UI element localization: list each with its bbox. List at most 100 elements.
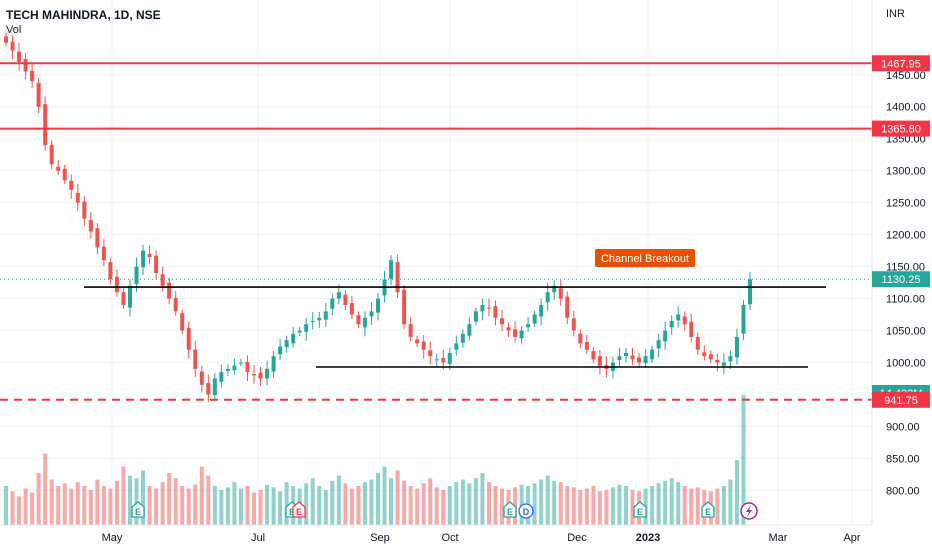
price-tag-label: 941.75 bbox=[884, 395, 918, 407]
candle-body bbox=[343, 294, 348, 305]
horizontal-levels[interactable] bbox=[0, 62, 872, 401]
volume-bar bbox=[630, 489, 635, 525]
earnings-badge bbox=[503, 501, 517, 518]
volume-bar bbox=[30, 492, 35, 525]
candle-body bbox=[173, 297, 178, 312]
price-axis[interactable]: 1450.00 1400.00 1350.00 1300.00 1250.00 1200.… bbox=[871, 0, 926, 525]
volume-bar bbox=[428, 478, 433, 525]
candle-body bbox=[62, 168, 67, 181]
candle-body bbox=[362, 317, 367, 328]
y-tick-label: 1250.00 bbox=[886, 198, 926, 210]
y-tick-label: 1300.00 bbox=[886, 166, 926, 178]
volume-bar bbox=[656, 483, 661, 525]
candle-body bbox=[637, 357, 642, 363]
candle-body bbox=[69, 180, 74, 190]
volume-bar bbox=[265, 484, 270, 525]
candle-body bbox=[278, 346, 283, 355]
candle-body bbox=[617, 356, 622, 360]
candle-body bbox=[88, 219, 93, 232]
volume-bar bbox=[402, 480, 407, 525]
volume-bar bbox=[552, 480, 557, 525]
candle-body bbox=[643, 356, 648, 364]
candles bbox=[4, 32, 752, 402]
candle-body bbox=[500, 318, 504, 325]
dividend-badge bbox=[518, 503, 534, 519]
volume-bar bbox=[101, 486, 106, 525]
volume-bar bbox=[500, 488, 504, 525]
volume-bar bbox=[108, 488, 113, 525]
candle-body bbox=[82, 201, 87, 219]
candle-body bbox=[695, 336, 700, 350]
volume-bar bbox=[141, 470, 146, 525]
candle-body bbox=[486, 307, 491, 309]
candle-body bbox=[186, 327, 191, 350]
volume-bar bbox=[186, 488, 191, 525]
y-tick-label: 1150.00 bbox=[886, 262, 925, 274]
volume-bar bbox=[49, 479, 54, 525]
candle-body bbox=[95, 228, 100, 248]
candle-body bbox=[17, 51, 22, 62]
badge-label: E bbox=[289, 507, 295, 517]
volume-bar bbox=[95, 479, 100, 525]
candle-body bbox=[232, 365, 237, 371]
candle-body bbox=[578, 333, 583, 344]
candle-body bbox=[506, 327, 511, 331]
candle-body bbox=[134, 266, 139, 284]
candle-body bbox=[297, 330, 302, 333]
candle-body bbox=[480, 304, 485, 312]
volume-bar bbox=[17, 496, 22, 525]
candle-body bbox=[728, 356, 733, 362]
y-tick-label: 1450.00 bbox=[886, 70, 926, 82]
candle-body bbox=[408, 324, 413, 337]
volume-bar bbox=[323, 489, 328, 525]
candle-body bbox=[238, 362, 243, 364]
candle-body bbox=[447, 352, 452, 364]
candle-body bbox=[225, 368, 230, 371]
volume-bar bbox=[278, 491, 283, 525]
volume-bar bbox=[695, 487, 700, 525]
volume-bar bbox=[597, 491, 602, 525]
candle-body bbox=[715, 359, 720, 363]
volume-bar bbox=[199, 466, 204, 525]
volume-bar bbox=[467, 483, 472, 525]
volume-bar bbox=[486, 482, 491, 525]
candle-body bbox=[539, 304, 544, 317]
chart-title: TECH MAHINDRA, 1D, NSE bbox=[6, 8, 161, 22]
price-tag bbox=[872, 120, 930, 137]
time-axis[interactable]: May Jul Sep Oct Dec 2023 Mar Apr bbox=[0, 524, 872, 544]
candle-body bbox=[4, 36, 8, 43]
candle-body bbox=[734, 336, 739, 358]
candle-body bbox=[304, 324, 309, 332]
volume-bar bbox=[676, 482, 681, 525]
channel-lines[interactable] bbox=[84, 286, 826, 368]
volume-bar bbox=[134, 478, 139, 525]
volume-bar bbox=[252, 492, 256, 525]
candle-body bbox=[75, 193, 80, 203]
candle-body bbox=[141, 250, 146, 268]
candle-body bbox=[624, 352, 628, 357]
x-tick-label: Jul bbox=[251, 532, 265, 544]
volume-bar bbox=[219, 489, 224, 525]
volume-bar bbox=[369, 479, 374, 525]
annotation[interactable]: Channel Breakout bbox=[595, 249, 695, 267]
candle-body bbox=[467, 324, 472, 336]
volume-bar bbox=[460, 479, 465, 525]
volume-bar bbox=[284, 482, 289, 525]
volume-bar bbox=[167, 473, 172, 525]
volume-bar bbox=[408, 486, 413, 525]
volume-bar bbox=[154, 488, 159, 525]
candle-body bbox=[291, 333, 296, 344]
x-tick-label: Sep bbox=[370, 532, 390, 544]
volume-bar bbox=[212, 486, 217, 525]
badge-label: E bbox=[507, 507, 513, 517]
earnings-badge bbox=[701, 501, 715, 518]
candle-body bbox=[689, 321, 694, 337]
volume-bar bbox=[663, 480, 668, 525]
volume-bar bbox=[395, 470, 400, 525]
y-tick-label: 850.00 bbox=[886, 453, 920, 465]
candle-body bbox=[702, 352, 707, 357]
candle-body bbox=[473, 311, 478, 322]
